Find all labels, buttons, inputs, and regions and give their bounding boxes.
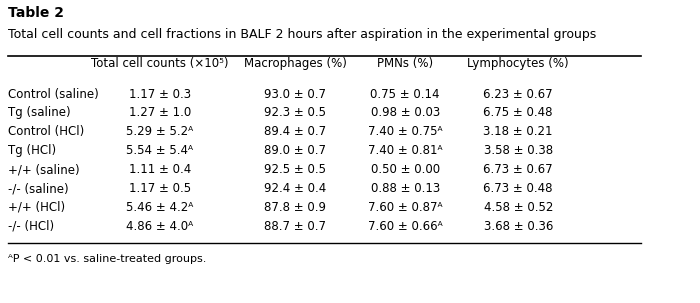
Text: 5.29 ± 5.2ᴬ: 5.29 ± 5.2ᴬ [126, 125, 193, 138]
Text: Macrophages (%): Macrophages (%) [244, 57, 346, 70]
Text: 7.40 ± 0.75ᴬ: 7.40 ± 0.75ᴬ [368, 125, 442, 138]
Text: 7.60 ± 0.66ᴬ: 7.60 ± 0.66ᴬ [368, 220, 442, 233]
Text: 6.73 ± 0.67: 6.73 ± 0.67 [484, 163, 553, 176]
Text: Lymphocytes (%): Lymphocytes (%) [468, 57, 569, 70]
Text: PMNs (%): PMNs (%) [377, 57, 433, 70]
Text: 3.58 ± 0.38: 3.58 ± 0.38 [484, 144, 553, 157]
Text: 87.8 ± 0.9: 87.8 ± 0.9 [265, 201, 326, 214]
Text: 0.98 ± 0.03: 0.98 ± 0.03 [370, 106, 440, 119]
Text: 4.86 ± 4.0ᴬ: 4.86 ± 4.0ᴬ [126, 220, 193, 233]
Text: +/+ (saline): +/+ (saline) [8, 163, 80, 176]
Text: 1.17 ± 0.3: 1.17 ± 0.3 [129, 88, 190, 101]
Text: 3.18 ± 0.21: 3.18 ± 0.21 [484, 125, 553, 138]
Text: 4.58 ± 0.52: 4.58 ± 0.52 [484, 201, 553, 214]
Text: 89.0 ± 0.7: 89.0 ± 0.7 [265, 144, 326, 157]
Text: 5.54 ± 5.4ᴬ: 5.54 ± 5.4ᴬ [126, 144, 193, 157]
Text: 0.75 ± 0.14: 0.75 ± 0.14 [370, 88, 440, 101]
Text: 5.46 ± 4.2ᴬ: 5.46 ± 4.2ᴬ [126, 201, 193, 214]
Text: 88.7 ± 0.7: 88.7 ± 0.7 [265, 220, 326, 233]
Text: 3.68 ± 0.36: 3.68 ± 0.36 [484, 220, 553, 233]
Text: 6.23 ± 0.67: 6.23 ± 0.67 [484, 88, 553, 101]
Text: -/- (saline): -/- (saline) [8, 182, 69, 195]
Text: 7.60 ± 0.87ᴬ: 7.60 ± 0.87ᴬ [368, 201, 442, 214]
Text: Table 2: Table 2 [8, 6, 64, 20]
Text: 93.0 ± 0.7: 93.0 ± 0.7 [265, 88, 326, 101]
Text: 1.17 ± 0.5: 1.17 ± 0.5 [129, 182, 190, 195]
Text: Tg (saline): Tg (saline) [8, 106, 71, 119]
Text: Tg (HCl): Tg (HCl) [8, 144, 56, 157]
Text: 7.40 ± 0.81ᴬ: 7.40 ± 0.81ᴬ [368, 144, 442, 157]
Text: ᴬP < 0.01 vs. saline-treated groups.: ᴬP < 0.01 vs. saline-treated groups. [8, 254, 206, 264]
Text: 0.88 ± 0.13: 0.88 ± 0.13 [370, 182, 440, 195]
Text: Control (HCl): Control (HCl) [8, 125, 84, 138]
Text: +/+ (HCl): +/+ (HCl) [8, 201, 65, 214]
Text: 6.75 ± 0.48: 6.75 ± 0.48 [484, 106, 553, 119]
Text: Control (saline): Control (saline) [8, 88, 99, 101]
Text: 92.5 ± 0.5: 92.5 ± 0.5 [265, 163, 326, 176]
Text: -/- (HCl): -/- (HCl) [8, 220, 54, 233]
Text: Total cell counts (×10⁵): Total cell counts (×10⁵) [91, 57, 228, 70]
Text: 1.11 ± 0.4: 1.11 ± 0.4 [129, 163, 191, 176]
Text: 92.3 ± 0.5: 92.3 ± 0.5 [265, 106, 326, 119]
Text: 1.27 ± 1.0: 1.27 ± 1.0 [129, 106, 191, 119]
Text: 92.4 ± 0.4: 92.4 ± 0.4 [264, 182, 326, 195]
Text: 0.50 ± 0.00: 0.50 ± 0.00 [370, 163, 440, 176]
Text: 89.4 ± 0.7: 89.4 ± 0.7 [265, 125, 326, 138]
Text: 6.73 ± 0.48: 6.73 ± 0.48 [484, 182, 553, 195]
Text: Total cell counts and cell fractions in BALF 2 hours after aspiration in the exp: Total cell counts and cell fractions in … [8, 28, 596, 41]
